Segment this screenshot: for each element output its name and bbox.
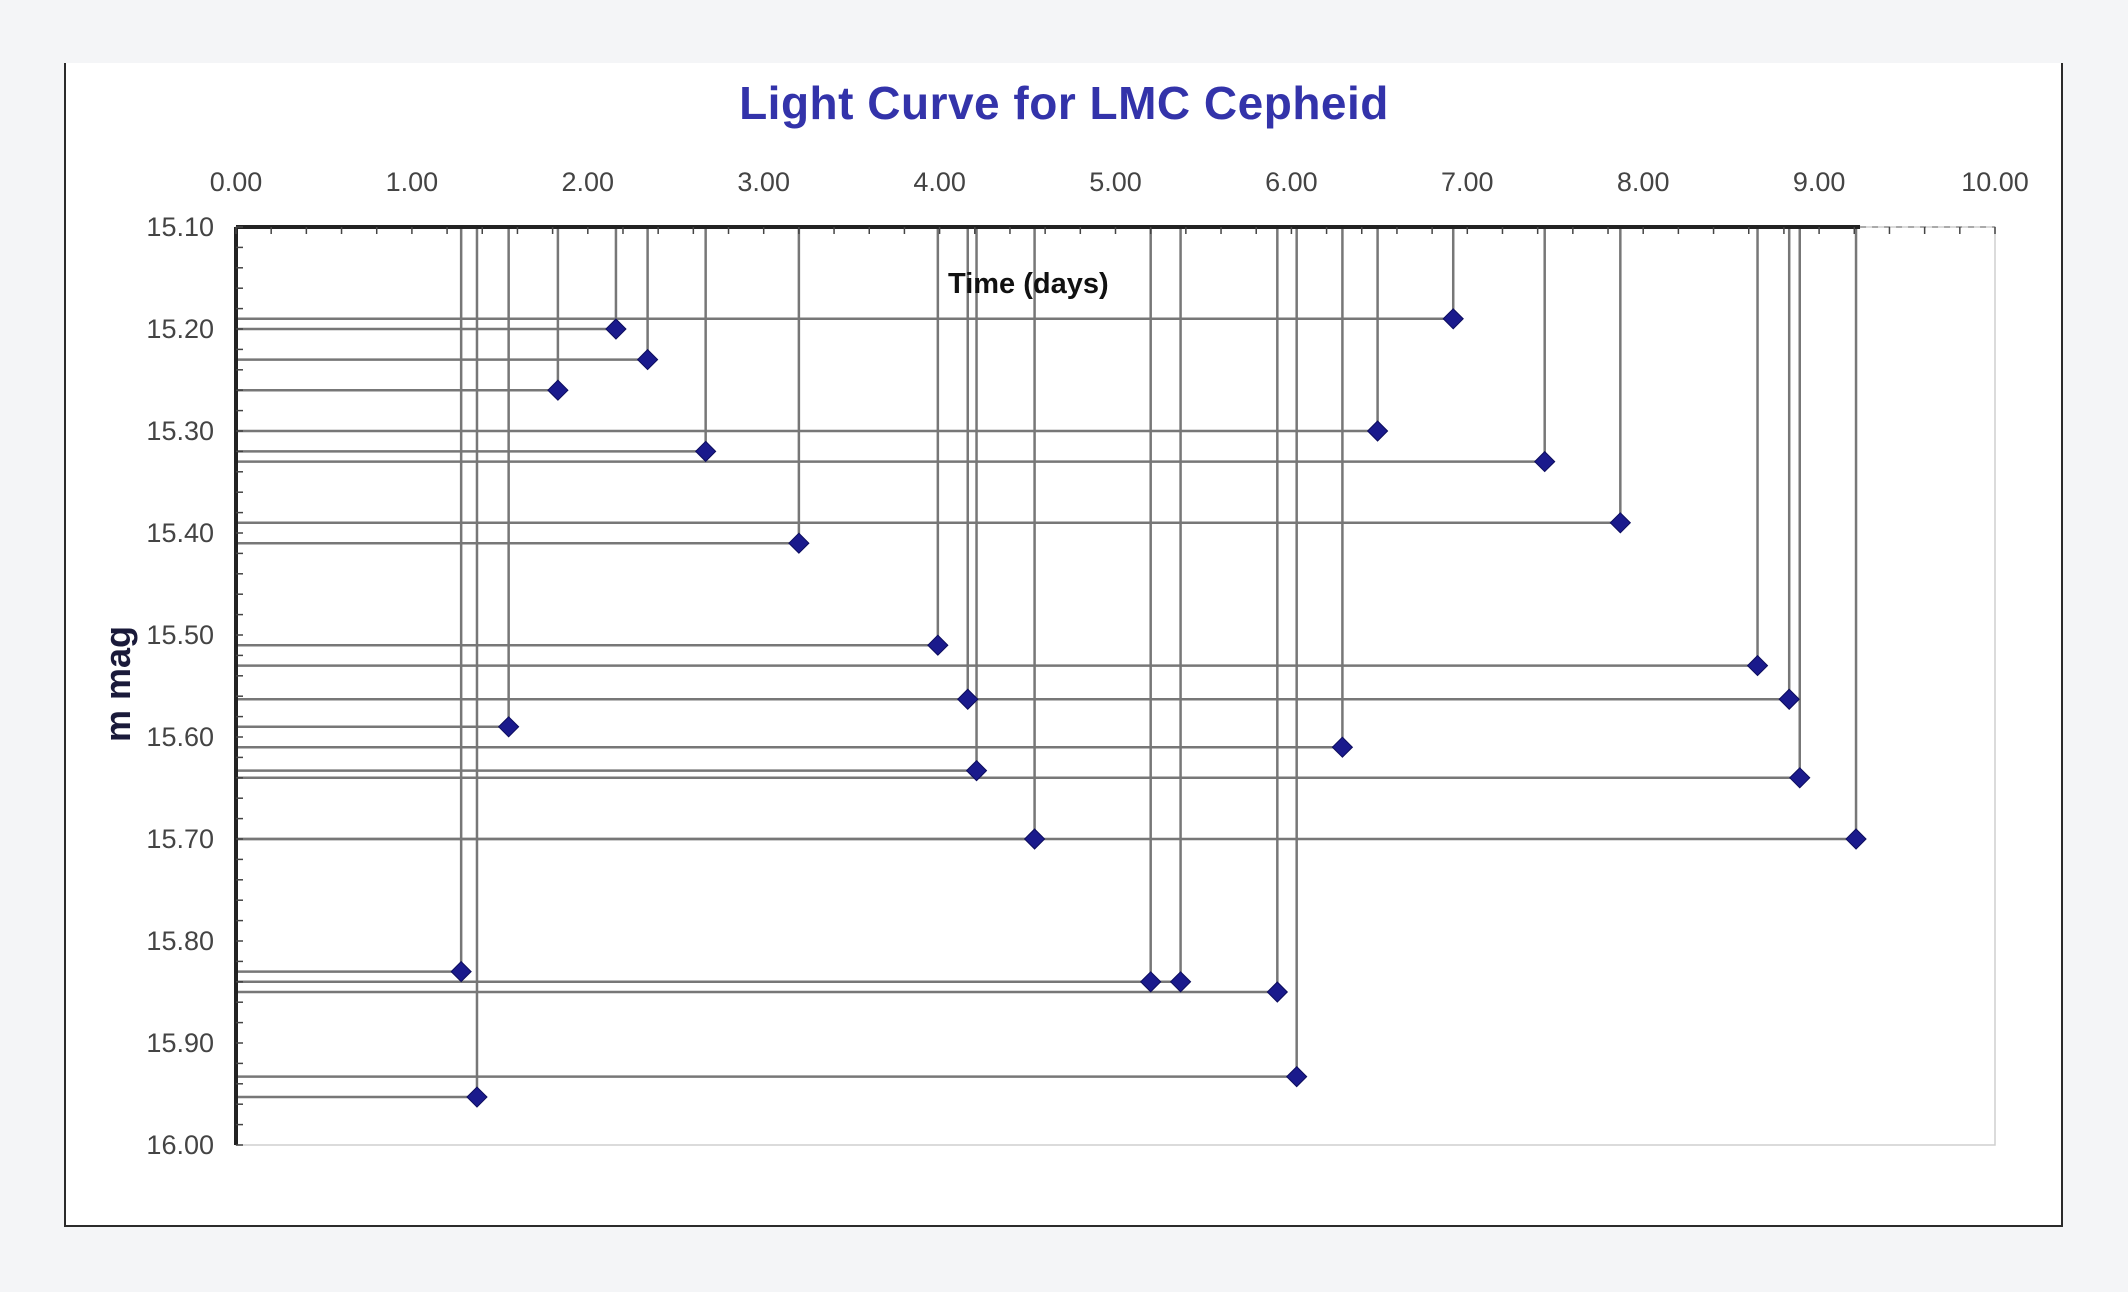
data-point-21	[1609, 512, 1632, 534]
data-point-24	[1789, 767, 1811, 789]
x-tick-label: 6.00	[1265, 167, 1318, 197]
data-point-22	[1746, 654, 1769, 677]
data-point-9	[927, 634, 949, 656]
data-point-10	[957, 688, 979, 710]
data-point-7	[694, 440, 717, 463]
x-tick-label: 2.00	[562, 167, 615, 197]
data-point-3	[497, 716, 520, 738]
data-point-14	[1169, 971, 1192, 993]
chart-title: Light Curve for LMC Cepheid	[739, 77, 1389, 129]
x-axis-title: Time (days)	[948, 268, 1109, 300]
data-point-15	[1266, 981, 1289, 1003]
y-axis-title: m mag	[97, 625, 138, 743]
x-tick-label: 7.00	[1441, 167, 1494, 197]
y-tick-label: 16.00	[146, 1130, 214, 1160]
data-point-17	[1331, 736, 1354, 758]
data-point-11	[965, 759, 988, 782]
data-point-20	[1533, 450, 1556, 473]
y-tick-label: 15.30	[146, 416, 214, 446]
data-point-1	[450, 960, 472, 983]
data-point-2	[466, 1086, 488, 1108]
data-point-5	[605, 318, 627, 340]
x-tick-label: 0.00	[210, 167, 263, 197]
y-tick-label: 15.20	[146, 314, 214, 344]
x-tick-label: 8.00	[1617, 167, 1670, 197]
x-tick-label: 4.00	[913, 167, 966, 197]
y-tick-label: 15.90	[146, 1028, 214, 1058]
data-point-12	[1023, 828, 1046, 850]
x-tick-label: 3.00	[737, 167, 790, 197]
x-tick-label: 10.00	[1961, 167, 2029, 197]
y-tick-label: 15.70	[146, 824, 214, 854]
data-point-13	[1139, 971, 1162, 993]
y-tick-label: 15.60	[146, 722, 214, 752]
data-point-8	[788, 532, 810, 554]
x-tick-label: 9.00	[1793, 167, 1846, 197]
x-tick-label: 5.00	[1089, 167, 1142, 197]
data-point-6	[636, 348, 659, 371]
data-point-19	[1442, 308, 1464, 330]
data-point-4	[547, 379, 569, 401]
data-point-16	[1285, 1065, 1308, 1088]
y-tick-label: 15.10	[146, 212, 214, 242]
data-point-23	[1778, 688, 1800, 710]
data-point-18	[1366, 420, 1389, 442]
y-tick-label: 15.50	[146, 620, 214, 650]
y-tick-label: 15.40	[146, 518, 214, 548]
x-tick-label: 1.00	[386, 167, 439, 197]
y-tick-label: 15.80	[146, 926, 214, 956]
data-point-25	[1845, 828, 1867, 850]
plot-area	[235, 226, 1996, 1146]
